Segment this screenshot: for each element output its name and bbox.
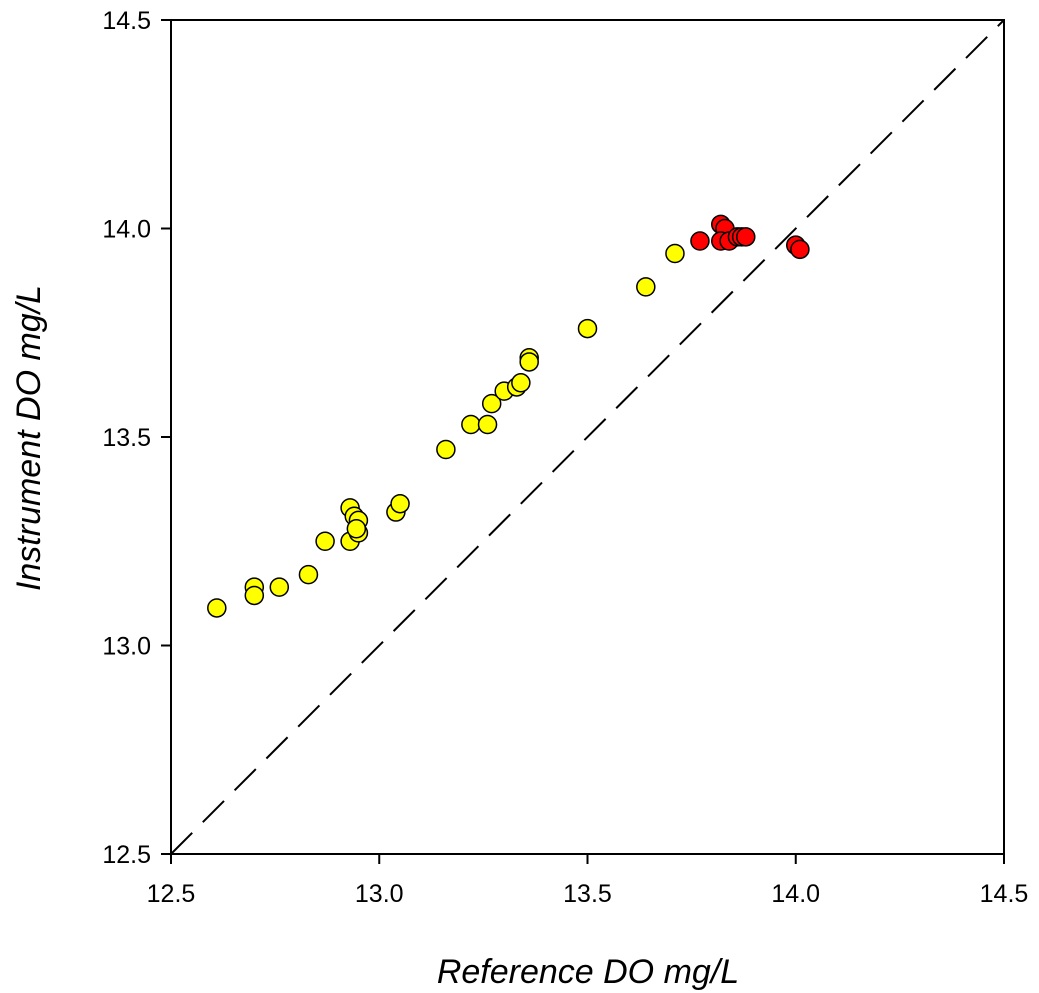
- y-tick-label: 12.5: [102, 841, 151, 869]
- data-point-series-2: [736, 227, 756, 247]
- y-tick-label: 14.0: [102, 216, 151, 244]
- y-tick-label: 13.0: [102, 633, 151, 661]
- data-point-series-1: [461, 414, 481, 435]
- data-point-series-1: [390, 493, 410, 514]
- one-to-one-reference-line: [170, 19, 1005, 855]
- y-tick-label: 13.5: [102, 424, 151, 452]
- data-points-layer: [207, 214, 810, 618]
- y-tick-label: 14.5: [102, 7, 151, 35]
- data-point-series-1: [481, 393, 502, 414]
- data-point-series-1: [511, 373, 531, 393]
- data-point-series-1: [519, 352, 539, 372]
- data-point-series-1: [269, 577, 290, 597]
- data-point-series-1: [298, 564, 319, 585]
- data-point-series-1: [436, 439, 456, 460]
- data-point-series-1: [346, 518, 367, 539]
- y-axis-title: Instrument DO mg/L: [10, 285, 48, 591]
- reference-line-layer: [170, 19, 1005, 855]
- data-point-series-1: [665, 243, 685, 264]
- data-point-series-2: [690, 231, 710, 251]
- x-tick-label: 14.0: [771, 880, 820, 908]
- data-point-series-1: [315, 531, 335, 551]
- data-point-series-1: [636, 277, 656, 297]
- x-tick-label: 13.5: [563, 880, 612, 908]
- x-axis-title: Reference DO mg/L: [437, 953, 739, 991]
- x-tick-label: 14.5: [980, 880, 1029, 908]
- axis-ticks-layer: 12.5 13.0 13.5 14.0 14.5 12.5 13.0 13.5 14.0 14.5: [102, 7, 1028, 908]
- x-tick-label: 12.5: [147, 880, 196, 908]
- data-point-series-2: [790, 239, 810, 260]
- data-point-series-1: [244, 585, 265, 606]
- data-point-series-1: [207, 598, 227, 618]
- data-point-series-1: [577, 318, 598, 339]
- data-point-series-1: [477, 414, 498, 435]
- x-tick-label: 13.0: [355, 880, 404, 908]
